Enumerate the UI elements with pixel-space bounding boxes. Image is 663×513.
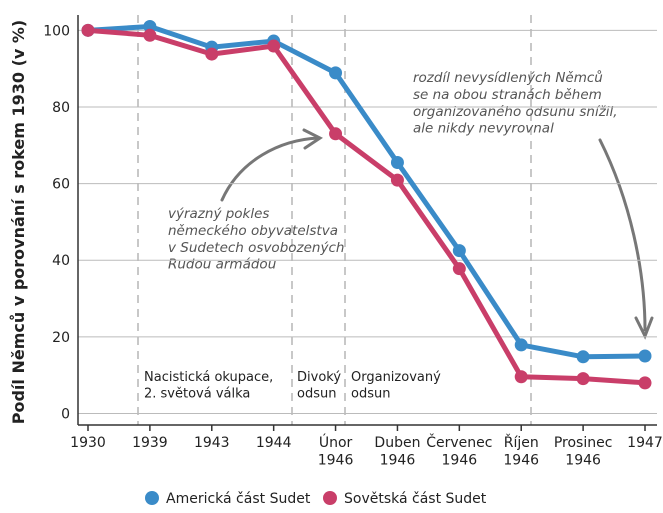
x-tick-label: Duben 1946 [374,435,420,469]
point [514,338,528,352]
x-tick-label: Červenec 1946 [426,433,492,469]
x-tick-label: Říjen 1946 [503,434,539,469]
point [390,173,404,187]
y-tick-label: 80 [52,100,70,116]
arrow [220,136,320,202]
legend-label: Americká část Sudet [166,491,311,507]
point [452,244,466,258]
x-tick-label: 1930 [70,435,106,451]
point [390,156,404,170]
point [329,66,343,80]
series-line [87,27,646,386]
arrow [598,138,647,332]
point [576,372,590,386]
x-tick-label: Prosinec 1946 [554,435,613,469]
annotation: rozdíl nevysídlených Němců se na obou str… [413,70,618,137]
point [638,376,652,390]
period-separators [137,15,532,425]
y-tick-label: 0 [61,407,70,423]
legend-marker [145,491,159,505]
x-tick-label: 1947 [627,435,663,451]
arrow-head [634,316,654,340]
period-label: Divoký odsun [297,370,341,401]
x-tick-label: 1939 [132,435,168,451]
legend-marker [323,491,337,505]
point [638,349,652,363]
point [205,47,219,61]
point [81,23,95,37]
annotation-arrows [220,128,654,340]
point [267,39,281,53]
arrow-head [302,128,323,150]
annotation: výrazný pokles německého obyvatelstva v Su… [168,206,344,273]
y-tick-label: 60 [52,177,70,193]
point [452,262,466,276]
period-label: Organizovaný odsun [351,370,441,401]
point [514,370,528,384]
y-tick-label: 40 [52,253,70,269]
point [576,350,590,364]
y-tick-label: 100 [43,23,70,39]
point [329,127,343,141]
x-tick-label: 1944 [256,435,292,451]
legend-label: Sovětská část Sudet [344,491,487,507]
x-tick-label: 1943 [194,435,230,451]
point [143,28,157,42]
y-axis-title: Podíl Němců v porovnání s rokem 1930 (v … [9,20,28,425]
y-tick-label: 20 [52,330,70,346]
series-line [87,23,646,360]
x-tick-label: Únor 1946 [318,433,354,469]
period-label: Nacistická okupace, 2. světová válka [144,370,273,401]
